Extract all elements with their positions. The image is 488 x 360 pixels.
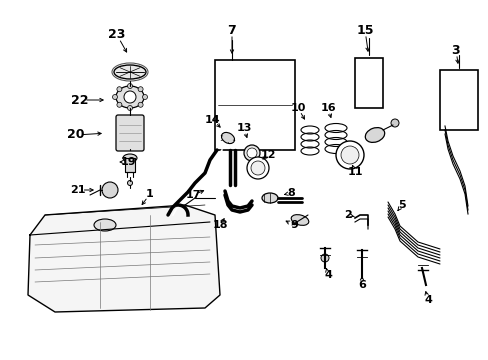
Ellipse shape xyxy=(116,86,143,108)
Circle shape xyxy=(250,161,264,175)
Text: 4: 4 xyxy=(324,270,331,280)
Circle shape xyxy=(138,102,143,107)
Circle shape xyxy=(244,145,260,161)
Ellipse shape xyxy=(123,154,137,162)
Text: 22: 22 xyxy=(71,94,88,107)
Circle shape xyxy=(340,146,358,164)
Ellipse shape xyxy=(94,219,116,231)
FancyBboxPatch shape xyxy=(116,115,143,151)
Bar xyxy=(354,58,382,108)
Ellipse shape xyxy=(365,127,384,143)
Text: 5: 5 xyxy=(397,200,405,210)
Circle shape xyxy=(142,94,147,99)
Circle shape xyxy=(390,119,398,127)
Text: 19: 19 xyxy=(120,157,136,167)
Text: 11: 11 xyxy=(346,167,362,177)
Circle shape xyxy=(127,105,132,111)
Ellipse shape xyxy=(262,193,278,203)
Text: 2: 2 xyxy=(344,210,351,220)
Text: 3: 3 xyxy=(451,44,459,57)
Bar xyxy=(125,158,135,172)
Circle shape xyxy=(320,254,328,262)
Text: 1: 1 xyxy=(146,189,154,199)
Circle shape xyxy=(127,84,132,89)
Circle shape xyxy=(124,91,136,103)
Circle shape xyxy=(112,94,117,99)
Text: 6: 6 xyxy=(357,280,365,290)
Circle shape xyxy=(127,180,132,185)
Text: 23: 23 xyxy=(108,28,125,41)
Text: 7: 7 xyxy=(227,23,236,36)
Text: 10: 10 xyxy=(290,103,305,113)
Circle shape xyxy=(335,141,363,169)
Text: 4: 4 xyxy=(423,295,431,305)
Text: 18: 18 xyxy=(212,220,227,230)
Ellipse shape xyxy=(291,215,308,225)
Circle shape xyxy=(117,87,122,92)
Text: 12: 12 xyxy=(260,150,275,160)
Circle shape xyxy=(246,157,268,179)
Text: 20: 20 xyxy=(67,129,84,141)
Text: 14: 14 xyxy=(205,115,221,125)
Circle shape xyxy=(117,102,122,107)
Circle shape xyxy=(102,182,118,198)
Circle shape xyxy=(246,148,257,158)
Text: 21: 21 xyxy=(70,185,85,195)
Bar xyxy=(439,70,477,130)
Text: 16: 16 xyxy=(320,103,335,113)
Text: 8: 8 xyxy=(286,188,294,198)
Circle shape xyxy=(138,87,143,92)
Text: 9: 9 xyxy=(289,220,297,230)
Ellipse shape xyxy=(114,65,146,79)
Text: 13: 13 xyxy=(236,123,251,133)
Text: 15: 15 xyxy=(356,23,373,36)
Polygon shape xyxy=(28,205,220,312)
Ellipse shape xyxy=(221,132,234,144)
Text: 17: 17 xyxy=(185,190,201,200)
Bar xyxy=(215,60,294,150)
